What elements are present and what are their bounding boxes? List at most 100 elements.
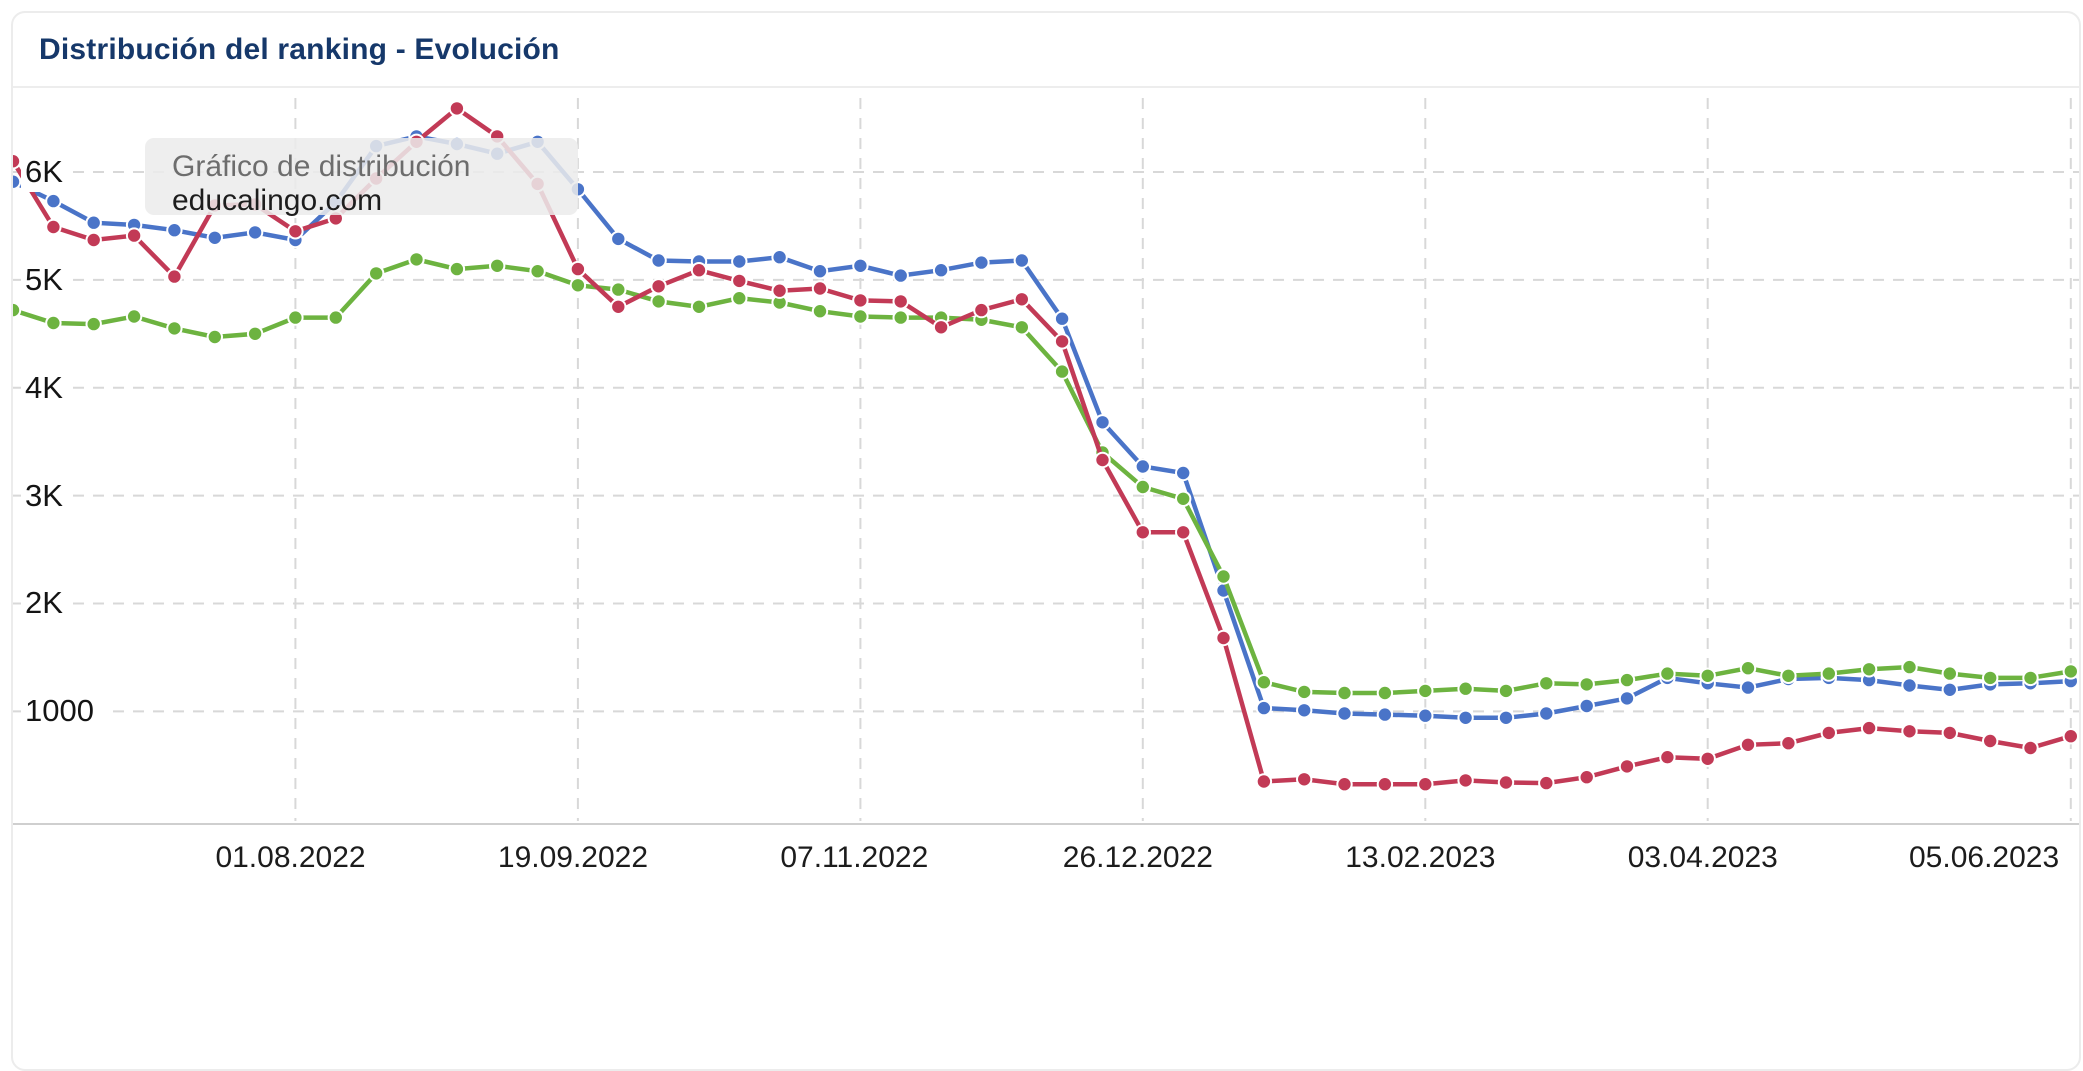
green-data-point [2022, 669, 2039, 687]
red-data-point [125, 227, 143, 244]
red-data-point [1699, 750, 1716, 767]
card-header: Distribución del ranking - Evolución [13, 13, 2079, 88]
green-data-point [448, 260, 466, 278]
green-data-point [13, 301, 22, 319]
blue-data-point [852, 257, 869, 275]
blue-data-point [1497, 709, 1515, 726]
green-data-point [650, 293, 667, 310]
x-axis-tick-label: 01.08.2022 [215, 841, 366, 874]
green-data-point [892, 309, 909, 326]
red-data-point [1255, 773, 1273, 790]
green-data-point [1538, 675, 1555, 692]
red-data-point [1417, 776, 1434, 793]
red-data-point [1941, 724, 1959, 742]
x-axis: 01.08.2022 19.09.2022 07.11.2022 26.12.2022… [13, 823, 2079, 883]
green-data-point [166, 320, 183, 337]
green-data-point [852, 308, 869, 325]
red-data-point [1780, 735, 1797, 752]
blue-data-point [1255, 699, 1273, 717]
red-data-point [1134, 524, 1152, 541]
blue-data-point [85, 214, 102, 231]
blue-series [13, 128, 2079, 726]
green-data-point [1053, 363, 1071, 380]
green-data-point [1860, 661, 1878, 678]
green-data-point [1215, 568, 1232, 585]
blue-data-point [650, 252, 667, 269]
blue-data-point [166, 222, 183, 239]
red-data-point [287, 223, 304, 240]
tooltip-site: educalingo.com [172, 184, 383, 217]
blue-data-point [1376, 706, 1394, 723]
green-data-point [1982, 669, 1999, 687]
green-data-point [1659, 665, 1676, 682]
y-axis-tick-label: 4K [21, 367, 73, 408]
red-data-point [852, 292, 869, 309]
red-data-point [2062, 728, 2079, 745]
blue-data-point [1739, 679, 1757, 696]
red-data-point [1618, 758, 1636, 775]
red-data-point [1659, 749, 1676, 766]
blue-data-point [932, 262, 950, 279]
green-data-point [1296, 683, 1313, 701]
green-data-point [731, 290, 748, 307]
green-data-point [1376, 684, 1394, 702]
red-data-point [1376, 776, 1394, 793]
blue-data-point [246, 224, 264, 241]
green-data-point [489, 257, 506, 275]
blue-data-point [1901, 677, 1918, 694]
blue-data-point [1296, 702, 1313, 719]
blue-data-point [1053, 310, 1071, 327]
red-data-point [610, 298, 627, 316]
red-data-point [1739, 736, 1757, 753]
blue-data-point [1175, 464, 1192, 482]
chart-area[interactable]: Gráfico de distribución educalingo.com 6… [13, 88, 2079, 823]
red-data-point [811, 280, 829, 297]
red-data-point [1860, 719, 1878, 737]
green-data-point [569, 277, 587, 294]
y-axis-tick-label: 1000 [21, 691, 104, 732]
blue-data-point [771, 249, 788, 266]
red-data-point [569, 260, 587, 278]
y-axis-tick-label: 2K [21, 583, 73, 624]
blue-data-point [1941, 681, 1959, 698]
blue-data-point [811, 263, 829, 280]
ranking-distribution-card: Distribución del ranking - Evolución Grá… [11, 11, 2081, 1071]
x-axis-tick-label: 19.09.2022 [497, 841, 649, 874]
green-data-point [690, 298, 708, 316]
green-data-point [529, 263, 546, 280]
green-data-point [1941, 665, 1959, 682]
red-data-point [771, 282, 788, 299]
red-data-point [1215, 629, 1232, 647]
green-data-point [45, 314, 62, 332]
blue-data-point [206, 229, 224, 247]
y-axis-tick-label: 3K [21, 475, 73, 516]
red-data-point [85, 231, 102, 249]
blue-data-point [973, 254, 990, 271]
red-data-point [1497, 774, 1515, 791]
green-data-point [1336, 684, 1353, 702]
blue-data-point [1417, 707, 1434, 724]
green-data-point [1739, 660, 1757, 677]
tooltip-title: Gráfico de distribución [172, 150, 471, 183]
blue-data-point [1578, 697, 1595, 715]
green-data-point [246, 325, 264, 343]
red-data-point [1820, 724, 1838, 742]
red-data-point [932, 319, 950, 336]
red-data-point [1578, 769, 1595, 786]
green-data-point [1901, 658, 1918, 676]
red-data-point [45, 218, 62, 236]
blue-data-point [13, 173, 22, 190]
green-data-point [1175, 490, 1192, 507]
green-data-point [1820, 665, 1838, 682]
blue-data-point [1134, 458, 1152, 475]
green-data-point [1255, 674, 1273, 691]
blue-data-point [45, 192, 62, 210]
blue-data-point [1457, 709, 1474, 726]
red-data-point [166, 268, 183, 285]
green-data-point [1013, 319, 1030, 336]
green-series [13, 251, 2079, 702]
green-data-point [1417, 682, 1434, 700]
green-data-point [408, 251, 425, 268]
red-data-point [731, 272, 748, 290]
x-axis-tick-label: 05.06.2023 [1909, 841, 2060, 874]
